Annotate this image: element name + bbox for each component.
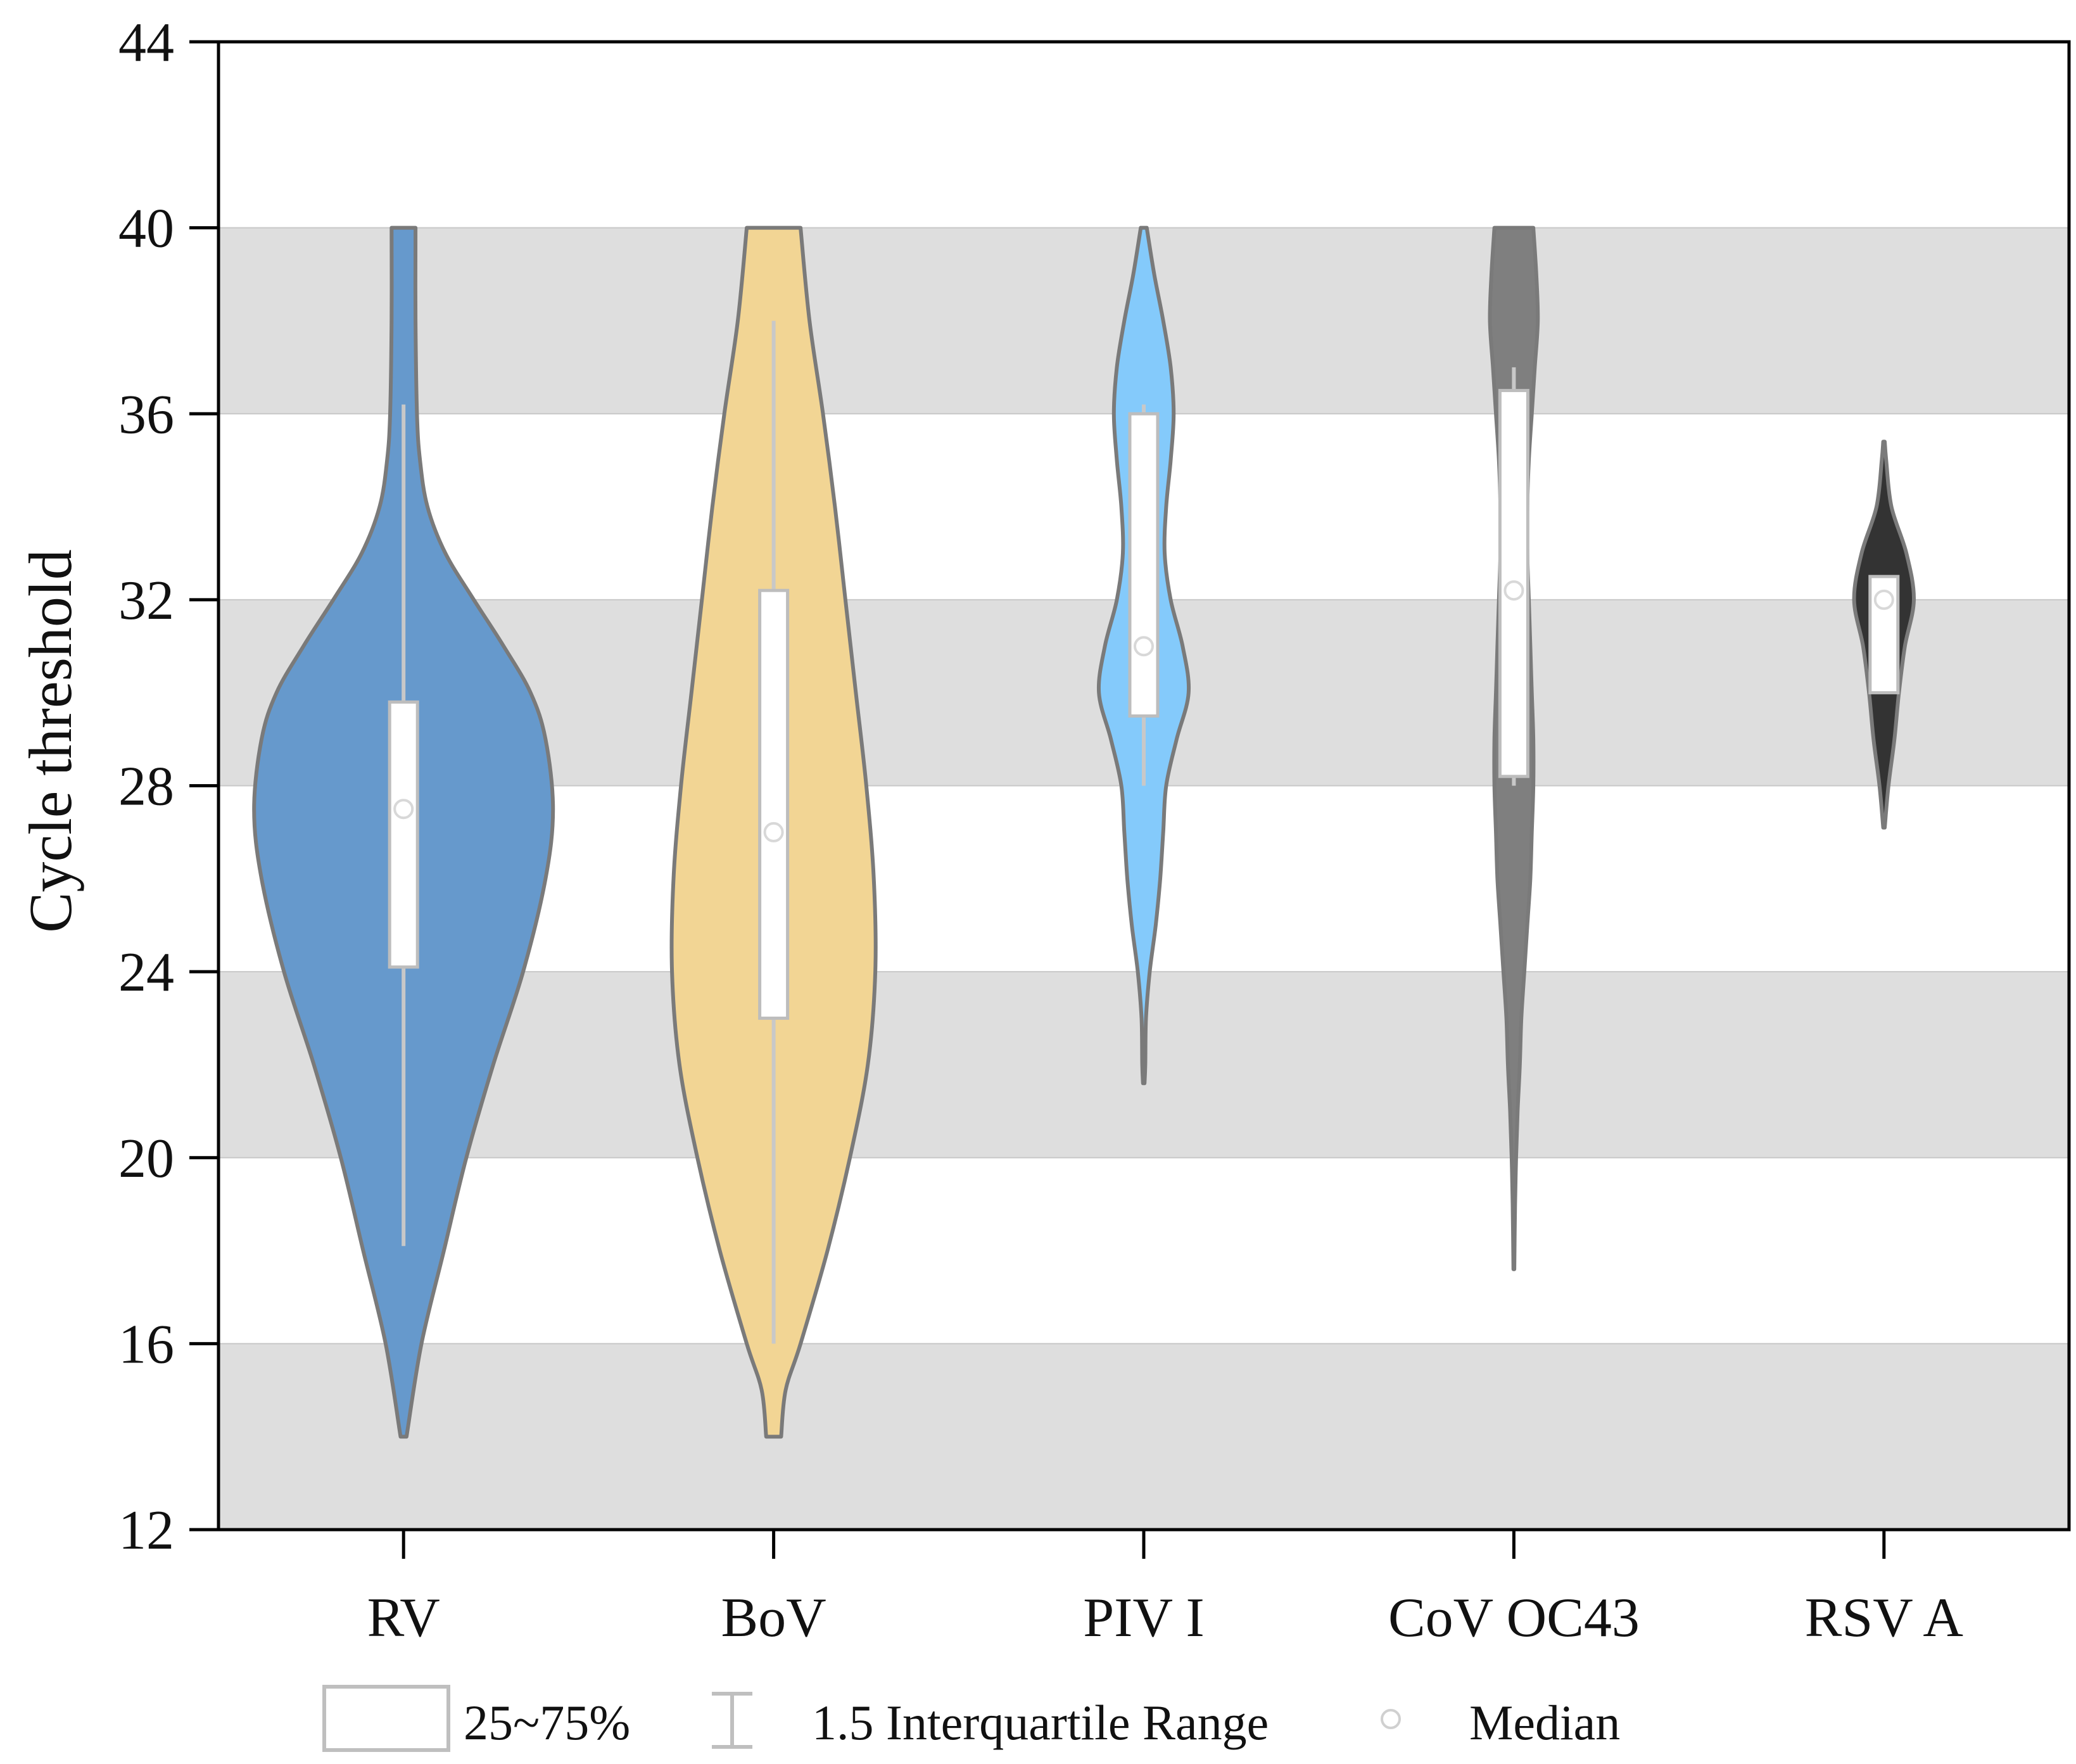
- y-tick-label-28: 28: [118, 756, 174, 818]
- y-tick-label-36: 36: [118, 384, 174, 445]
- x-tick-label-rsv-a: RSV A: [1805, 1587, 1963, 1649]
- y-axis-label: Cycle threshold: [16, 549, 84, 932]
- y-tick-label-24: 24: [118, 942, 174, 1003]
- median-cov-oc43: [1503, 580, 1524, 601]
- x-tick-label-cov-oc43: CoV OC43: [1388, 1587, 1640, 1649]
- legend-label-whisker: 1.5 Interquartile Range: [812, 1695, 1269, 1750]
- y-tick-label-12: 12: [118, 1500, 174, 1561]
- median-piv-i: [1134, 636, 1154, 657]
- iqr-box-bov: [758, 588, 790, 1020]
- x-tick-label-piv-i: PIV I: [1083, 1587, 1205, 1649]
- y-axis-ticks: 12 16 20 24 28 32 36 40 44: [118, 12, 218, 1561]
- y-tick-label-20: 20: [118, 1128, 174, 1190]
- y-tick-label-16: 16: [118, 1314, 174, 1375]
- legend-label-median: Median: [1469, 1695, 1620, 1750]
- x-tick-label-rv: RV: [367, 1587, 440, 1649]
- legend: 25~75% 1.5 Interquartile Range Median: [322, 1685, 1620, 1752]
- iqr-box-rv: [388, 700, 419, 969]
- y-tick-label-32: 32: [118, 570, 174, 631]
- legend-whisker-swatch: [712, 1692, 752, 1749]
- iqr-box-piv-i: [1128, 412, 1160, 718]
- y-tick-label-40: 40: [118, 198, 174, 260]
- legend-median-swatch: [1381, 1709, 1401, 1729]
- legend-box-swatch: [322, 1685, 450, 1752]
- background-band-0: [218, 1343, 2069, 1530]
- x-tick-label-bov: BoV: [721, 1587, 826, 1649]
- box-overlays: [388, 320, 1900, 1344]
- median-rv: [393, 799, 414, 820]
- legend-label-box: 25~75%: [464, 1695, 630, 1750]
- median-rsv-a: [1873, 589, 1894, 610]
- y-tick-label-44: 44: [118, 12, 174, 73]
- x-axis-ticks: RV BoV PIV I CoV OC43 RSV A: [367, 1530, 1963, 1649]
- median-bov: [763, 822, 784, 842]
